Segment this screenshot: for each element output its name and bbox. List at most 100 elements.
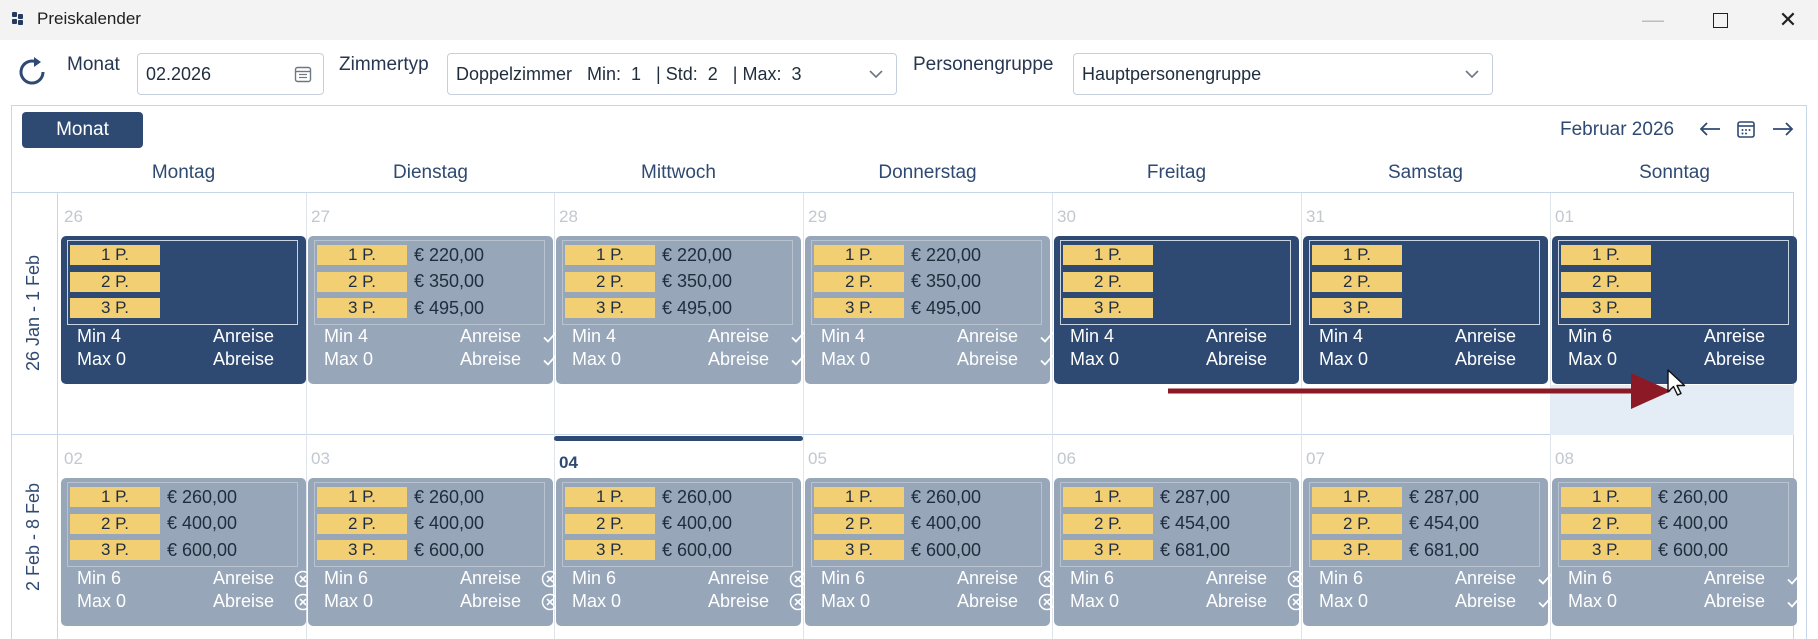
price-value[interactable]: € 495,00 [662, 297, 733, 318]
price-card[interactable]: 1 P. 2 P. 3 P. Min 4 Max 0 Anreise Abreise [61, 236, 306, 384]
person-badge: 1 P. [565, 487, 655, 507]
price-value[interactable]: € 495,00 [414, 297, 485, 318]
price-value[interactable]: € 454,00 [1409, 513, 1480, 533]
max-stay: Max 0 [1070, 349, 1120, 369]
price-value[interactable]: € 220,00 [414, 244, 485, 265]
person-badge: 3 P. [1561, 540, 1651, 560]
price-value[interactable]: € 681,00 [1160, 539, 1231, 560]
price-card[interactable]: 1 P. € 220,00 2 P. € 350,00 3 P. € 495,00 Min … [805, 236, 1054, 384]
price-row: 3 P. [70, 298, 167, 318]
date-number: 31 [1306, 207, 1325, 226]
arrow-left-icon[interactable] [1697, 116, 1723, 142]
maximize-button[interactable] [1690, 0, 1750, 40]
person-badge: 3 P. [70, 298, 160, 318]
price-value[interactable]: € 400,00 [662, 513, 733, 533]
price-value[interactable]: € 287,00 [1409, 486, 1480, 507]
person-badge: 1 P. [1063, 245, 1153, 265]
person-badge: 1 P. [1063, 487, 1153, 507]
person-badge: 2 P. [565, 513, 655, 534]
price-value[interactable]: € 350,00 [911, 271, 982, 291]
calendar-icon[interactable] [1733, 116, 1759, 142]
price-value[interactable]: € 600,00 [911, 539, 982, 560]
price-row: 1 P. € 260,00 [565, 487, 732, 507]
price-value[interactable]: € 681,00 [1409, 539, 1480, 560]
close-button[interactable]: ✕ [1778, 7, 1798, 32]
departure-label: Abreise [1704, 591, 1766, 611]
price-card[interactable]: 1 P. € 287,00 2 P. € 454,00 3 P. € 681,00 Min … [1303, 478, 1552, 626]
price-card[interactable]: 1 P. € 220,00 2 P. € 350,00 3 P. € 495,00 Min … [556, 236, 805, 384]
month-label: Monat [67, 54, 120, 75]
price-value[interactable]: € 260,00 [167, 486, 238, 507]
month-value: 02.2026 [146, 63, 212, 84]
date-number: 30 [1057, 207, 1076, 226]
price-value[interactable]: € 260,00 [1658, 486, 1729, 507]
price-row: 2 P. € 400,00 [317, 513, 485, 534]
price-card[interactable]: 1 P. 2 P. 3 P. Min 4 Max 0 Anreise Abreise [1303, 236, 1548, 384]
day-header-2: Mittwoch [641, 162, 716, 183]
price-value[interactable]: € 495,00 [911, 297, 982, 318]
price-value[interactable]: € 600,00 [167, 539, 238, 560]
price-card[interactable]: 1 P. € 260,00 2 P. € 400,00 3 P. € 600,00 Min … [61, 478, 312, 626]
price-value[interactable]: € 600,00 [662, 539, 733, 560]
max-stay: Max 0 [1568, 591, 1618, 611]
price-card[interactable]: 1 P. € 260,00 2 P. € 400,00 3 P. € 600,00 Min … [1552, 478, 1801, 626]
group-select[interactable]: Hauptpersonengruppe [1073, 53, 1493, 95]
month-view-button[interactable]: Monat [22, 112, 143, 148]
price-value[interactable]: € 350,00 [414, 271, 485, 291]
person-badge: 1 P. [814, 245, 904, 265]
price-card[interactable]: 1 P. € 260,00 2 P. € 400,00 3 P. € 600,00 Min … [308, 478, 559, 626]
calendar-icon[interactable] [283, 54, 323, 94]
price-row: 3 P. € 600,00 [814, 540, 981, 560]
price-row: 3 P. [1063, 298, 1160, 318]
price-card[interactable]: 1 P. € 260,00 2 P. € 400,00 3 P. € 600,00 Min … [805, 478, 1056, 626]
price-value[interactable]: € 400,00 [1658, 513, 1729, 533]
price-row: 3 P. [1312, 298, 1409, 318]
price-card[interactable]: 1 P. 2 P. 3 P. Min 4 Max 0 Anreise Abreise [1054, 236, 1299, 384]
price-card[interactable]: 1 P. € 260,00 2 P. € 400,00 3 P. € 600,00 Min … [556, 478, 807, 626]
arrow-right-icon[interactable] [1770, 116, 1796, 142]
price-value[interactable]: € 400,00 [911, 513, 982, 533]
arrival-label: Anreise [957, 568, 1019, 588]
price-value[interactable]: € 260,00 [911, 486, 982, 507]
price-row: 2 P. € 400,00 [1561, 513, 1729, 534]
price-box [67, 482, 298, 567]
price-value[interactable]: € 600,00 [1658, 539, 1729, 560]
departure-label: Abreise [213, 591, 275, 611]
max-stay: Max 0 [572, 591, 622, 611]
price-row: 1 P. € 220,00 [317, 245, 484, 265]
price-value[interactable]: € 260,00 [414, 486, 485, 507]
day-header-0: Montag [151, 162, 216, 183]
min-stay: Min 6 [821, 568, 866, 588]
minimize-button[interactable]: — [1642, 7, 1664, 32]
min-stay: Min 6 [1568, 568, 1613, 588]
max-stay: Max 0 [1319, 591, 1369, 611]
price-value[interactable]: € 220,00 [911, 244, 982, 265]
refresh-icon[interactable] [14, 54, 50, 90]
min-stay: Min 4 [77, 326, 122, 346]
price-card[interactable]: 1 P. € 287,00 2 P. € 454,00 3 P. € 681,00 Min … [1054, 478, 1305, 626]
person-badge: 2 P. [317, 513, 407, 534]
person-badge: 1 P. [317, 487, 407, 507]
price-card[interactable]: 1 P. € 220,00 2 P. € 350,00 3 P. € 495,00 Min … [308, 236, 557, 384]
grid-line [803, 193, 804, 639]
grid-line [12, 434, 1794, 435]
price-value[interactable]: € 400,00 [414, 513, 485, 533]
person-badge: 3 P. [1063, 540, 1153, 560]
month-picker[interactable]: 02.2026 [137, 53, 324, 95]
check-icon [1787, 596, 1801, 608]
annotation-arrow [1168, 373, 1671, 409]
price-value[interactable]: € 260,00 [662, 486, 733, 507]
price-value[interactable]: € 600,00 [414, 539, 485, 560]
price-row: 2 P. [1312, 271, 1409, 292]
app-icon [12, 12, 24, 26]
price-card[interactable]: 1 P. 2 P. 3 P. Min 6 Max 0 Anreise Abreise [1552, 236, 1797, 384]
price-value[interactable]: € 287,00 [1160, 486, 1231, 507]
date-number: 04 [559, 453, 578, 472]
price-box [1309, 240, 1540, 325]
price-value[interactable]: € 454,00 [1160, 513, 1231, 533]
price-value[interactable]: € 220,00 [662, 244, 733, 265]
price-value[interactable]: € 400,00 [167, 513, 238, 533]
person-badge: 2 P. [1561, 271, 1651, 292]
roomtype-select[interactable]: Doppelzimmer Min: 1 | Std: 2 | Max: 3 [447, 53, 897, 95]
price-value[interactable]: € 350,00 [662, 271, 733, 291]
